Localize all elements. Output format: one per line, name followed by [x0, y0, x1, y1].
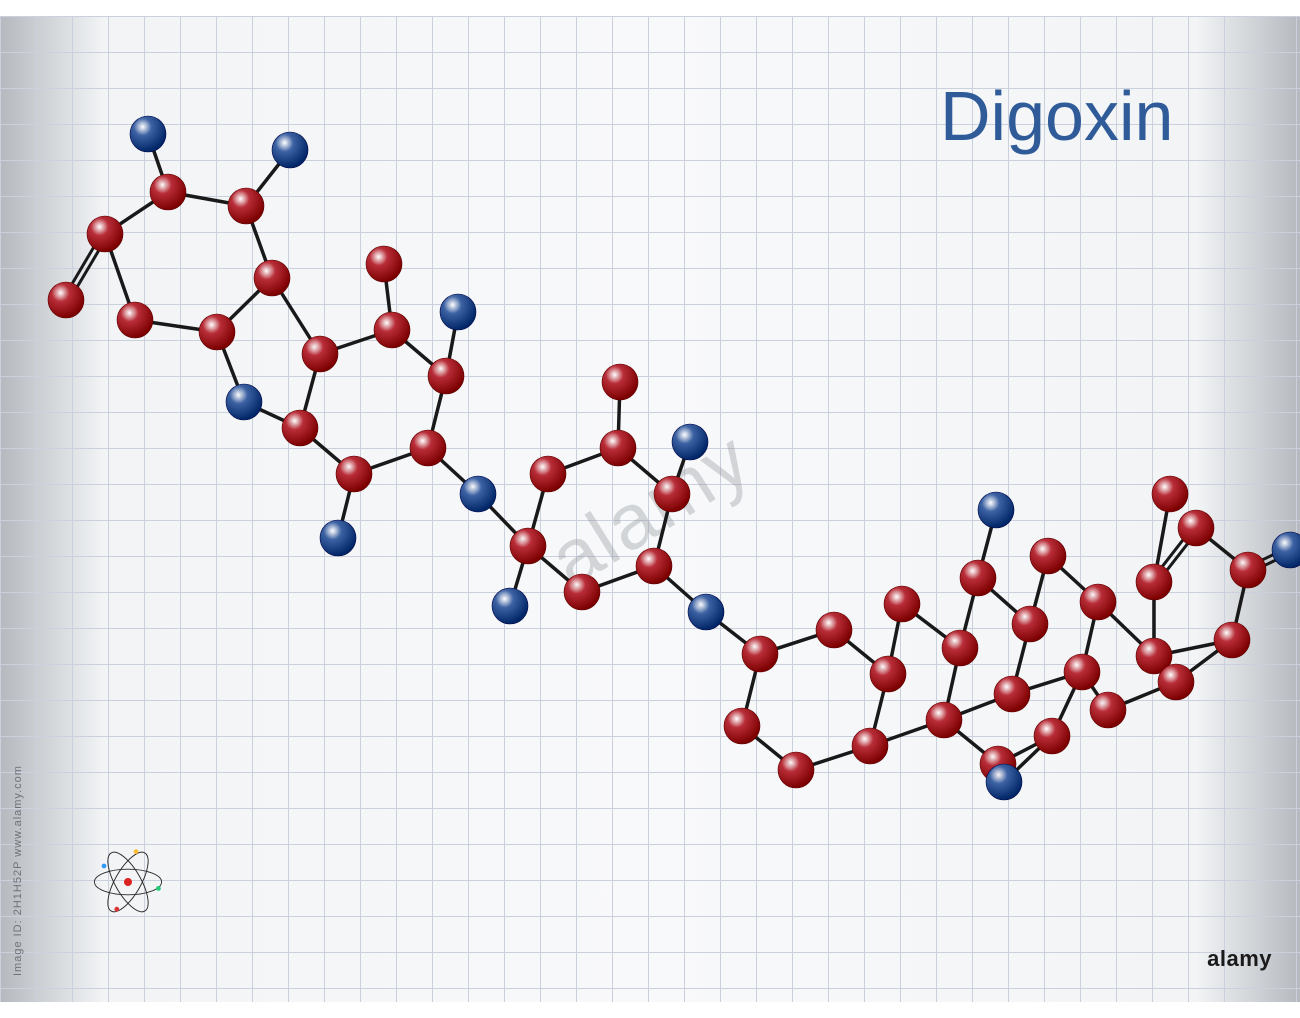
vignette: alamy Digoxin alamy Image ID: 2H1H52P ww…	[0, 16, 1300, 1002]
watermark-id: Image ID: 2H1H52P www.alamy.com	[12, 765, 24, 976]
molecule-title: Digoxin	[940, 76, 1173, 156]
atom-logo-icon	[88, 842, 168, 922]
molecule-diagram	[0, 16, 1300, 1018]
watermark-brand: alamy	[1207, 946, 1272, 972]
canvas-frame: alamy Digoxin alamy Image ID: 2H1H52P ww…	[0, 0, 1300, 1018]
